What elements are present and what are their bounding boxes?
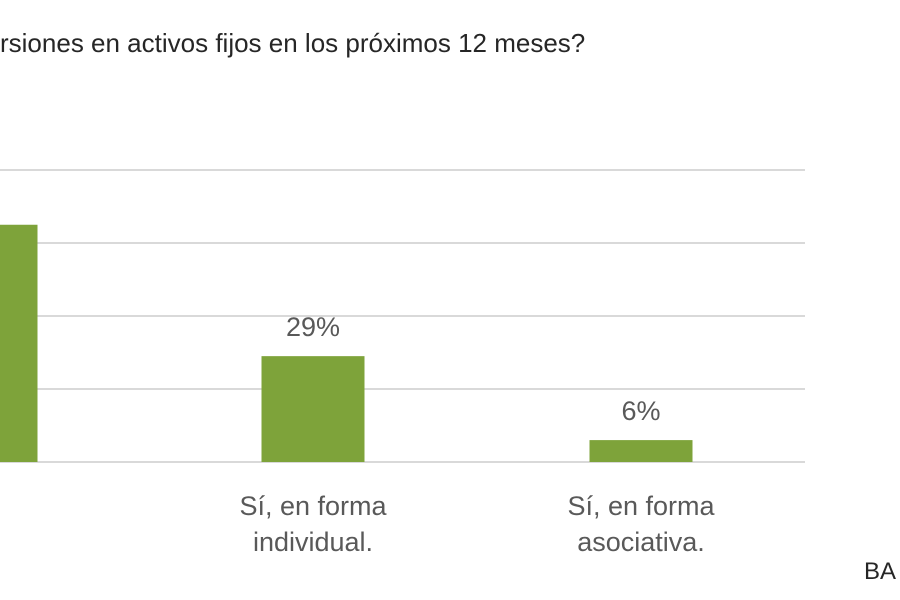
category-label: asociativa.: [577, 527, 705, 557]
bar: [589, 440, 693, 462]
bar: [261, 356, 365, 462]
category-label: individual.: [253, 527, 373, 557]
data-label: 29%: [286, 312, 340, 342]
category-label: Sí, en forma: [239, 491, 387, 521]
source-label: BA: [864, 558, 897, 585]
category-label: Sí, en forma: [567, 491, 715, 521]
data-label: 6%: [621, 396, 660, 426]
chart-title: rsiones en activos fijos en los próximos…: [0, 28, 586, 58]
bar: [0, 224, 38, 462]
